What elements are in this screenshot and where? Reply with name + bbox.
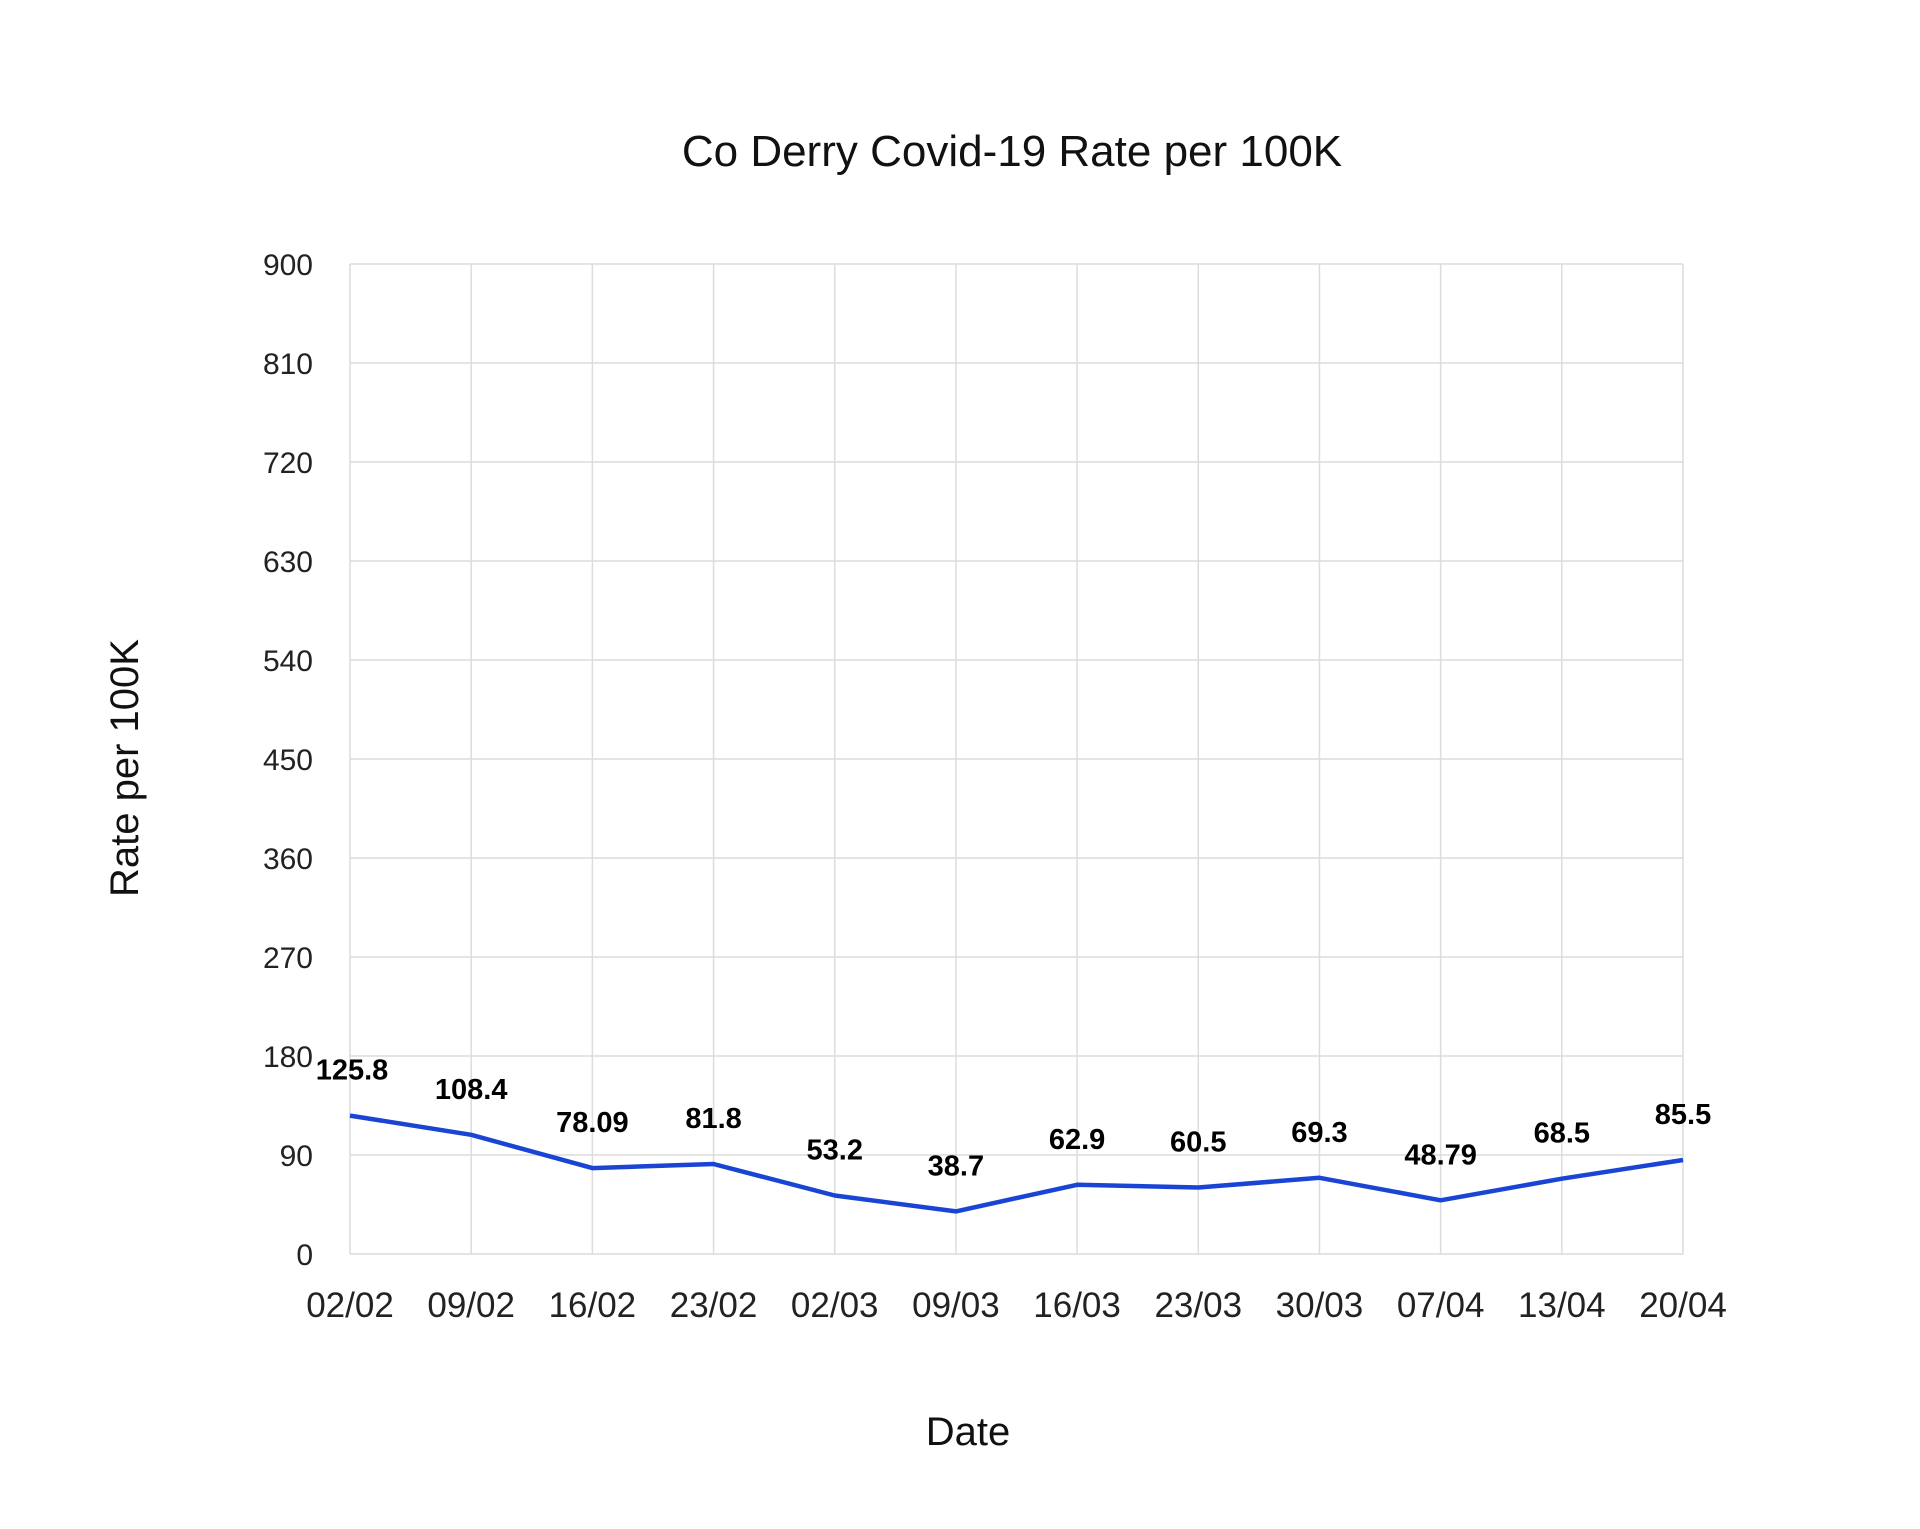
data-label: 69.3 <box>1291 1117 1347 1149</box>
data-label: 48.79 <box>1404 1139 1477 1171</box>
y-tick-label: 810 <box>263 348 313 381</box>
x-tick-label: 16/03 <box>1033 1286 1121 1325</box>
data-label: 38.7 <box>928 1150 984 1182</box>
x-tick-label: 16/02 <box>549 1286 637 1325</box>
chart-title: Co Derry Covid-19 Rate per 100K <box>682 127 1342 176</box>
data-label: 53.2 <box>807 1134 863 1166</box>
y-axis-ticks: 0 90 180 270 360 450 540 630 720 810 900 <box>263 249 313 1272</box>
data-label: 60.5 <box>1170 1126 1226 1158</box>
y-tick-label: 270 <box>263 942 313 975</box>
y-axis-title: Rate per 100K <box>103 639 147 897</box>
y-tick-label: 540 <box>263 645 313 678</box>
x-tick-label: 02/03 <box>791 1286 879 1325</box>
y-tick-label: 90 <box>280 1140 313 1173</box>
x-tick-label: 13/04 <box>1518 1286 1606 1325</box>
data-label: 125.8 <box>316 1055 389 1087</box>
x-tick-label: 09/02 <box>427 1286 515 1325</box>
data-label: 62.9 <box>1049 1124 1105 1156</box>
data-label: 68.5 <box>1534 1118 1590 1150</box>
y-tick-label: 180 <box>263 1041 313 1074</box>
x-tick-label: 30/03 <box>1276 1286 1364 1325</box>
x-tick-label: 23/02 <box>670 1286 758 1325</box>
series-line <box>349 1113 1684 1214</box>
x-axis-ticks: 02/02 09/02 16/02 23/02 02/03 09/03 16/03 23/03… <box>306 1286 1727 1325</box>
y-tick-label: 630 <box>263 546 313 579</box>
x-axis-title: Date <box>926 1410 1011 1454</box>
data-labels: 125.8 108.4 78.09 81.8 53.2 38.7 62.9 60.5 69.3 4… <box>316 1055 1712 1183</box>
data-label: 81.8 <box>685 1103 741 1135</box>
data-label: 85.5 <box>1655 1099 1711 1131</box>
y-tick-label: 720 <box>263 447 313 480</box>
y-tick-label: 450 <box>263 744 313 777</box>
data-label: 78.09 <box>556 1107 629 1139</box>
x-tick-label: 20/04 <box>1639 1286 1727 1325</box>
y-tick-label: 0 <box>296 1239 313 1272</box>
y-tick-label: 900 <box>263 249 313 282</box>
x-tick-label: 02/02 <box>306 1286 394 1325</box>
x-tick-label: 23/03 <box>1154 1286 1242 1325</box>
x-tick-label: 09/03 <box>912 1286 1000 1325</box>
y-tick-label: 360 <box>263 843 313 876</box>
x-tick-label: 07/04 <box>1397 1286 1485 1325</box>
grid <box>349 263 1684 1255</box>
data-label: 108.4 <box>435 1074 508 1106</box>
